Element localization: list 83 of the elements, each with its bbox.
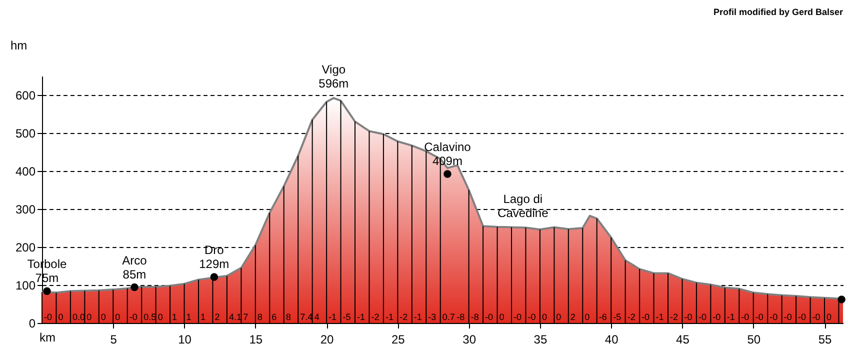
annotation: -2	[371, 312, 380, 322]
annotation: 0	[58, 312, 64, 322]
annotation: -0	[712, 312, 721, 322]
y-tick-label: 100	[15, 278, 36, 292]
annotation: 0	[100, 312, 106, 322]
annotation: 7.4	[300, 312, 313, 322]
annotation: -0	[44, 312, 52, 322]
annotation: -0	[741, 312, 750, 322]
annotation: 0	[158, 312, 163, 322]
annotation: 0	[542, 312, 547, 322]
x-tick-label: 45	[676, 332, 690, 346]
annotation: 0	[556, 312, 562, 322]
annotation: 7	[243, 312, 248, 322]
y-tick-label: 200	[15, 240, 36, 254]
point	[43, 287, 51, 295]
annotation: 0	[499, 312, 504, 322]
annotation: 0	[584, 312, 590, 322]
x-tick-label: 15	[249, 332, 263, 346]
annotation: 2	[570, 312, 576, 322]
annotation: -0	[784, 312, 792, 322]
point	[130, 283, 138, 292]
point	[838, 296, 846, 304]
annotation: 8	[257, 312, 262, 322]
annotation: -1	[357, 312, 366, 322]
y-tick-label: 300	[15, 202, 36, 216]
annotation: -2	[400, 312, 408, 322]
x-tick-label: 55	[818, 332, 832, 346]
y-tick-label: 400	[15, 164, 36, 178]
y-tick-label: 600	[15, 88, 36, 102]
annotation: 1	[172, 312, 178, 322]
annotation: -1	[414, 312, 422, 322]
annotation: 0.5	[144, 312, 156, 322]
annotation: 1	[186, 312, 192, 322]
annotation: 8	[286, 312, 291, 322]
annotation: -0	[129, 312, 138, 322]
annotation: 0	[86, 312, 92, 322]
annotation: 6	[272, 312, 277, 322]
annotation: 0	[826, 312, 832, 322]
chart-title: Profil modified by Gerd Balser	[713, 7, 844, 17]
annotation: Arco 85m	[122, 253, 148, 282]
annotation: -0	[642, 312, 650, 322]
point	[444, 170, 452, 178]
annotation: -8	[456, 312, 465, 322]
annotation: Vigo 596m	[318, 62, 349, 91]
annotation: -0	[485, 312, 494, 322]
annotation: -1	[385, 312, 394, 322]
x-axis-title: km	[40, 330, 56, 344]
annotation: 0	[115, 312, 120, 322]
annotation: -2	[627, 312, 636, 322]
x-tick-label: 50	[747, 332, 761, 346]
annotation: -0	[684, 312, 692, 322]
x-tick-label: 20	[320, 332, 334, 346]
annotation: -5	[613, 312, 622, 322]
annotation: -0	[798, 312, 806, 322]
annotation: -1	[656, 312, 664, 322]
annotation: -0	[698, 312, 706, 322]
annotation: 1	[200, 312, 206, 322]
annotation: 0.7	[442, 312, 455, 322]
y-tick-label: 500	[15, 126, 36, 140]
annotation: -3	[428, 312, 436, 322]
x-tick-label: 10	[178, 332, 192, 346]
annotation: 2	[214, 312, 220, 322]
annotation: -5	[342, 312, 351, 322]
annotation: -8	[470, 312, 479, 322]
x-tick-label: 40	[604, 332, 619, 346]
annotation: 4	[314, 312, 320, 322]
annotation: -1	[328, 312, 337, 322]
x-tick-label: 35	[534, 332, 548, 346]
x-tick-label: 5	[110, 332, 118, 346]
y-axis-title: hm	[10, 38, 28, 52]
y-tick-label: 0	[28, 316, 36, 330]
annotation: -1	[726, 312, 735, 322]
annotation: -6	[598, 312, 607, 322]
annotation: -0	[770, 312, 778, 322]
annotation: -0	[514, 312, 522, 322]
annotation: -0	[755, 312, 764, 322]
annotation: -0	[812, 312, 820, 322]
annotation: Lago di Cavedine	[498, 192, 549, 220]
point	[210, 273, 218, 281]
x-tick-label: 25	[392, 332, 406, 346]
x-tick-label: 30	[462, 332, 476, 346]
annotation: -0	[528, 312, 536, 322]
annotation: -2	[670, 312, 678, 322]
